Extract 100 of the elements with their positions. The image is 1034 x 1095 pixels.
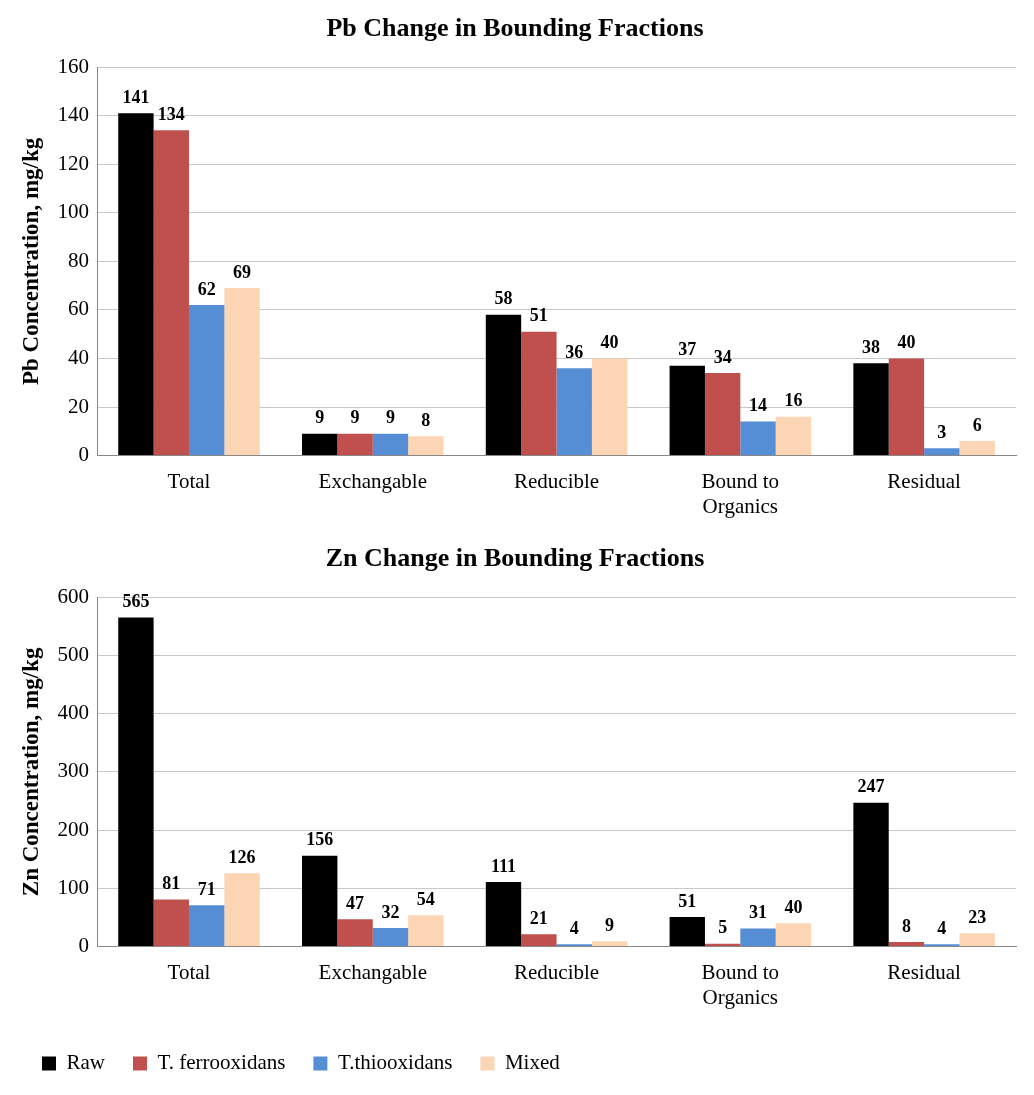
x-tick-label: Reducible xyxy=(513,959,600,984)
data-label: 81 xyxy=(162,873,181,894)
y-tick-label: 60 xyxy=(68,296,90,321)
y-tick-label: 120 xyxy=(57,150,90,175)
data-label: 32 xyxy=(381,901,400,922)
data-label: 69 xyxy=(233,261,252,282)
x-tick-label: Bound to Organics xyxy=(701,468,780,518)
y-tick-label: 100 xyxy=(57,874,90,899)
bar xyxy=(740,421,776,456)
x-tick-label: Residual xyxy=(887,468,962,493)
data-label: 36 xyxy=(565,341,584,362)
bar xyxy=(888,358,925,456)
data-label: 37 xyxy=(678,339,697,360)
data-label: 40 xyxy=(784,896,803,917)
data-label: 3 xyxy=(937,421,947,442)
bar xyxy=(153,130,189,456)
data-label: 51 xyxy=(529,305,548,326)
data-label: 8 xyxy=(421,409,431,430)
y-tick-label: 140 xyxy=(57,102,90,127)
chart-title: Pb Change in Bounding Fractions xyxy=(326,13,704,43)
y-tick-label: 500 xyxy=(57,641,90,666)
bar xyxy=(591,941,628,947)
y-tick-label: 400 xyxy=(57,700,90,725)
data-label: 38 xyxy=(862,337,881,358)
bar xyxy=(337,433,373,456)
legend-label: T. ferrooxidans xyxy=(157,1050,286,1075)
bar xyxy=(853,363,889,456)
data-label: 47 xyxy=(346,892,365,913)
data-label: 247 xyxy=(857,776,885,797)
bar xyxy=(521,331,557,456)
data-label: 9 xyxy=(605,915,615,936)
y-tick-label: 100 xyxy=(57,199,90,224)
y-tick-label: 200 xyxy=(57,816,90,841)
x-tick-label: Residual xyxy=(887,959,962,984)
y-tick-label: 300 xyxy=(57,758,90,783)
bar xyxy=(118,617,154,947)
x-tick-label: Total xyxy=(167,959,211,984)
data-label: 54 xyxy=(416,888,435,909)
data-label: 8 xyxy=(901,915,911,936)
data-label: 58 xyxy=(494,288,513,309)
y-tick-label: 0 xyxy=(78,442,90,467)
bar xyxy=(188,905,225,947)
bar xyxy=(924,448,960,456)
data-label: 4 xyxy=(937,917,947,938)
bar xyxy=(740,928,776,947)
data-label: 40 xyxy=(600,332,619,353)
bar xyxy=(485,881,522,947)
data-label: 23 xyxy=(968,906,987,927)
bar xyxy=(408,436,444,456)
x-tick-label: Bound to Organics xyxy=(701,959,780,1009)
bar xyxy=(302,855,338,947)
bar xyxy=(959,441,995,456)
bar xyxy=(485,314,522,456)
y-tick-label: 40 xyxy=(68,345,90,370)
bar xyxy=(372,433,409,456)
y-axis-title: Zn Concentration, mg/kg xyxy=(17,647,43,897)
chart-title: Zn Change in Bounding Fractions xyxy=(325,543,705,573)
bar xyxy=(521,934,557,947)
data-label: 71 xyxy=(197,878,216,899)
data-label: 156 xyxy=(306,829,334,850)
y-tick-label: 160 xyxy=(57,53,90,78)
bar xyxy=(775,416,812,456)
data-label: 134 xyxy=(157,103,185,124)
data-label: 9 xyxy=(385,407,395,428)
data-label: 51 xyxy=(678,890,697,911)
legend-label: Raw xyxy=(66,1050,106,1075)
bar xyxy=(337,919,373,947)
data-label: 21 xyxy=(529,908,548,929)
y-tick-label: 80 xyxy=(68,247,90,272)
bar xyxy=(224,873,260,947)
bar xyxy=(888,941,925,947)
data-label: 34 xyxy=(713,346,732,367)
bar xyxy=(959,933,995,947)
data-label: 9 xyxy=(315,407,325,428)
bar xyxy=(372,927,409,947)
bar xyxy=(669,916,705,947)
x-tick-label: Reducible xyxy=(513,468,600,493)
data-label: 16 xyxy=(784,390,803,411)
bar xyxy=(704,373,741,456)
bar xyxy=(669,365,705,456)
x-tick-label: Exchangable xyxy=(318,959,427,984)
y-tick-label: 20 xyxy=(68,393,90,418)
bar xyxy=(118,113,154,456)
data-label: 111 xyxy=(490,855,516,876)
bar xyxy=(188,305,225,456)
bar xyxy=(302,433,338,456)
data-label: 31 xyxy=(749,902,768,923)
data-label: 9 xyxy=(350,407,360,428)
data-label: 6 xyxy=(972,414,982,435)
data-label: 14 xyxy=(749,395,768,416)
data-label: 5 xyxy=(718,917,728,938)
bar xyxy=(556,368,592,456)
bar xyxy=(853,802,889,947)
legend-label: T.thiooxidans xyxy=(337,1050,453,1075)
y-axis-title: Pb Concentration, mg/kg xyxy=(17,137,43,386)
bar xyxy=(153,899,189,947)
bar xyxy=(224,288,260,456)
y-tick-label: 0 xyxy=(78,933,90,958)
bar xyxy=(591,358,628,456)
x-tick-label: Exchangable xyxy=(318,468,427,493)
